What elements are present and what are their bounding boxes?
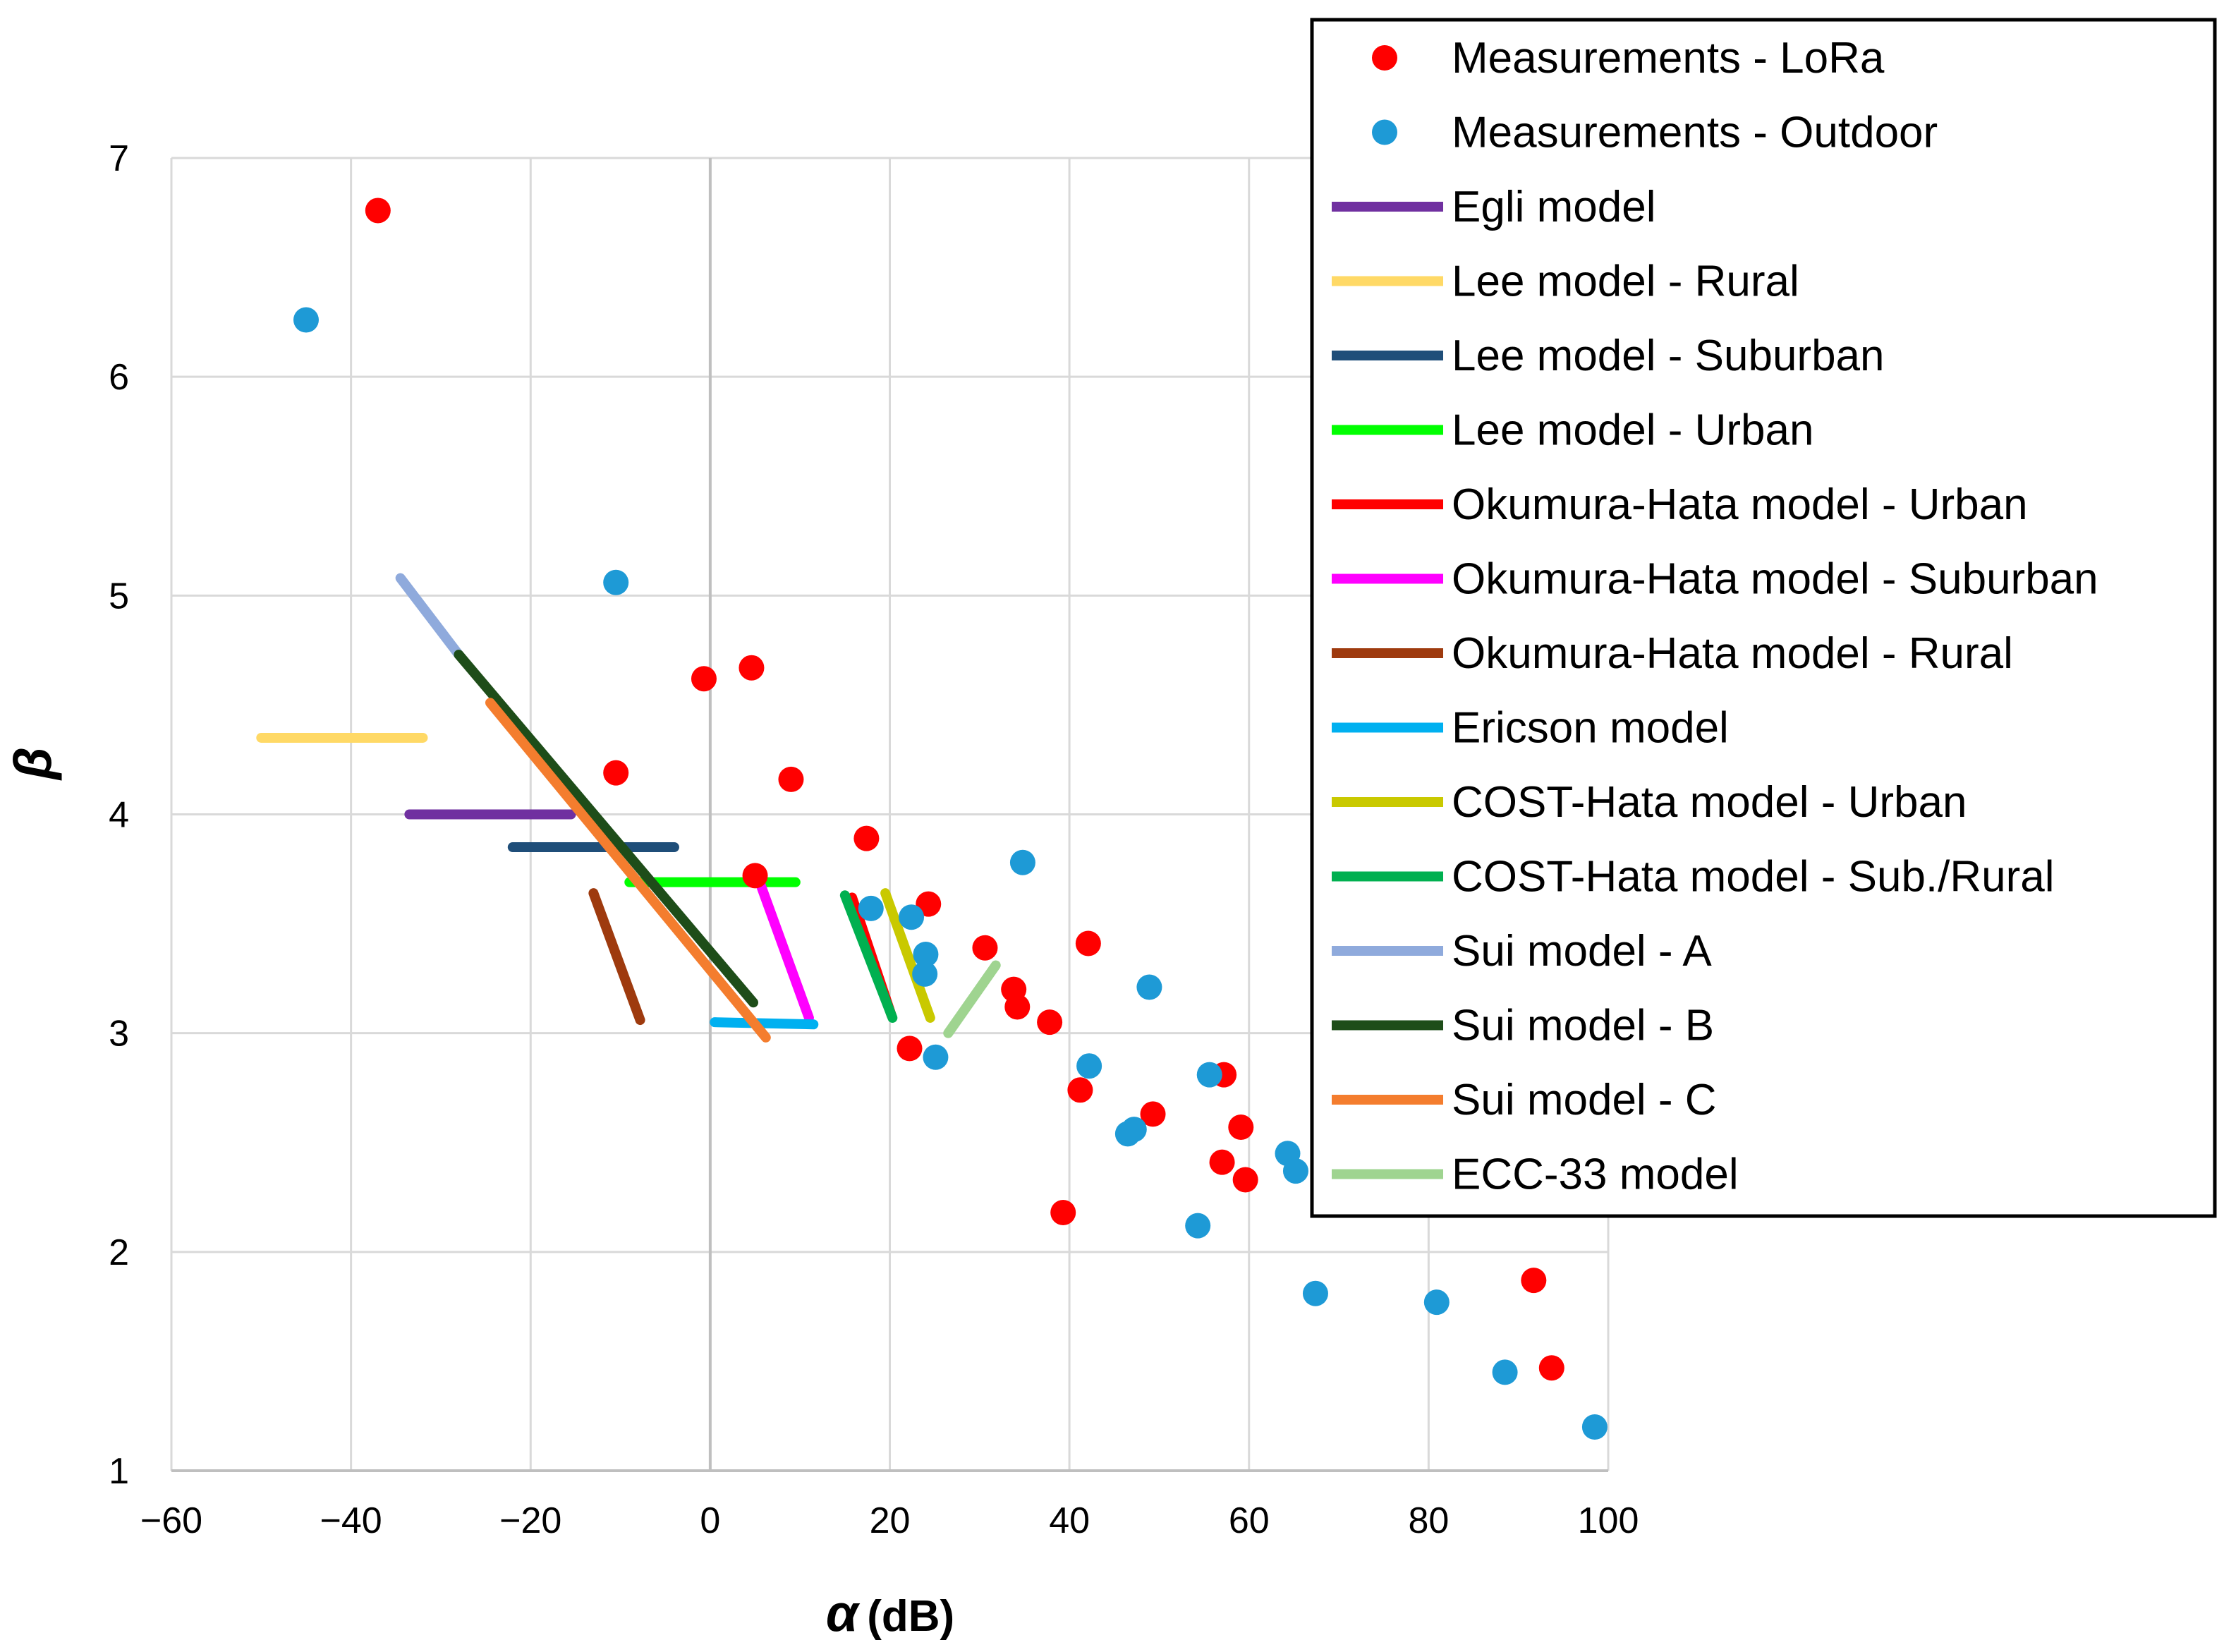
plot-area: [256, 198, 1608, 1440]
data-point: [1075, 930, 1101, 956]
model-line: [395, 573, 464, 660]
x-tick-label: 0: [700, 1500, 720, 1541]
y-axis-title: β: [4, 747, 62, 781]
data-point: [858, 895, 884, 921]
model-line: [485, 698, 771, 1043]
legend-label: Sui model - B: [1452, 1002, 1714, 1050]
x-tick-label: −20: [499, 1500, 561, 1541]
legend-label: Measurements - LoRa: [1452, 34, 1885, 83]
data-point: [1521, 1268, 1547, 1294]
y-tick-label: 2: [109, 1232, 129, 1273]
legend-label: COST-Hata model - Sub./Rural: [1452, 853, 2055, 901]
x-axis-title-symbol: α: [826, 1584, 861, 1642]
data-point: [923, 1044, 949, 1070]
legend-label: Lee model - Suburban: [1452, 332, 1885, 380]
tick-labels: −60 −40 −20 0 20 40 60 80 100 1 2 3 4 5 6 7: [109, 138, 1639, 1541]
legend-label: Lee model - Urban: [1452, 406, 1814, 455]
data-point: [603, 760, 629, 786]
data-point: [912, 961, 938, 987]
legend-label: Egli model: [1452, 183, 1655, 231]
data-point: [1076, 1053, 1102, 1079]
data-point: [1423, 1289, 1450, 1316]
data-point: [1185, 1213, 1211, 1239]
y-tick-label: 3: [109, 1014, 129, 1055]
data-point: [1282, 1158, 1308, 1184]
data-point: [1581, 1414, 1608, 1440]
x-tick-label: −60: [140, 1500, 202, 1541]
legend-label: ECC-33 model: [1452, 1150, 1739, 1199]
data-point: [1302, 1280, 1328, 1306]
legend-marker: [1372, 119, 1397, 145]
data-point: [691, 666, 717, 692]
data-point: [1050, 1200, 1076, 1226]
x-tick-label: 60: [1229, 1500, 1270, 1541]
data-point: [1232, 1167, 1258, 1193]
data-point: [899, 904, 925, 930]
model-line: [710, 1017, 819, 1030]
x-axis-title-unit: (dB): [867, 1592, 954, 1641]
data-point: [1492, 1359, 1518, 1385]
legend: Measurements - LoRa Measurements - Outdoo…: [1310, 18, 2217, 1218]
legend-label: Ericson model: [1452, 704, 1729, 753]
x-tick-label: 100: [1578, 1500, 1639, 1541]
model-line: [839, 890, 898, 1023]
legend-label: COST-Hata model - Urban: [1452, 778, 1967, 827]
model-line: [943, 960, 1001, 1038]
data-point: [1228, 1115, 1254, 1141]
data-point: [1067, 1077, 1093, 1103]
x-axis-title: α (dB): [826, 1584, 954, 1642]
data-point: [1140, 1101, 1166, 1127]
x-tick-label: −40: [320, 1500, 382, 1541]
data-point: [1004, 994, 1031, 1020]
legend-label: Measurements - Outdoor: [1452, 109, 1938, 157]
data-point: [1037, 1009, 1063, 1035]
data-point: [853, 825, 880, 851]
data-point: [1136, 974, 1162, 1000]
y-tick-label: 5: [109, 576, 129, 617]
data-point: [603, 569, 629, 595]
legend-label: Sui model - C: [1452, 1076, 1717, 1124]
legend-label: Okumura-Hata model - Rural: [1452, 629, 2013, 678]
data-point: [739, 655, 765, 681]
data-point: [1196, 1062, 1222, 1088]
legend-label: Okumura-Hata model - Suburban: [1452, 555, 2098, 604]
data-point: [913, 942, 939, 968]
model-line: [454, 650, 758, 1008]
data-point: [1209, 1149, 1235, 1175]
data-point: [293, 307, 319, 333]
y-tick-label: 6: [109, 357, 129, 398]
data-point: [972, 935, 998, 961]
y-tick-label: 4: [109, 795, 129, 836]
data-point: [365, 198, 391, 224]
legend-label: Okumura-Hata model - Urban: [1452, 480, 2028, 529]
model-line: [588, 888, 645, 1026]
data-point: [778, 766, 804, 792]
legend-label: Sui model - A: [1452, 927, 1712, 976]
x-tick-label: 80: [1408, 1500, 1449, 1541]
model-line: [755, 879, 814, 1023]
x-tick-label: 20: [870, 1500, 911, 1541]
legend-label: Lee model - Rural: [1452, 257, 1799, 306]
x-tick-label: 40: [1049, 1500, 1090, 1541]
y-tick-label: 1: [109, 1451, 129, 1492]
model-line: [880, 888, 935, 1023]
data-point: [1121, 1117, 1147, 1143]
data-point: [742, 863, 768, 889]
data-point: [1538, 1355, 1564, 1381]
legend-marker: [1372, 45, 1397, 71]
data-point: [897, 1035, 923, 1062]
data-point: [1009, 849, 1035, 875]
y-tick-label: 7: [109, 138, 129, 179]
legend-box: [1310, 18, 2217, 1218]
